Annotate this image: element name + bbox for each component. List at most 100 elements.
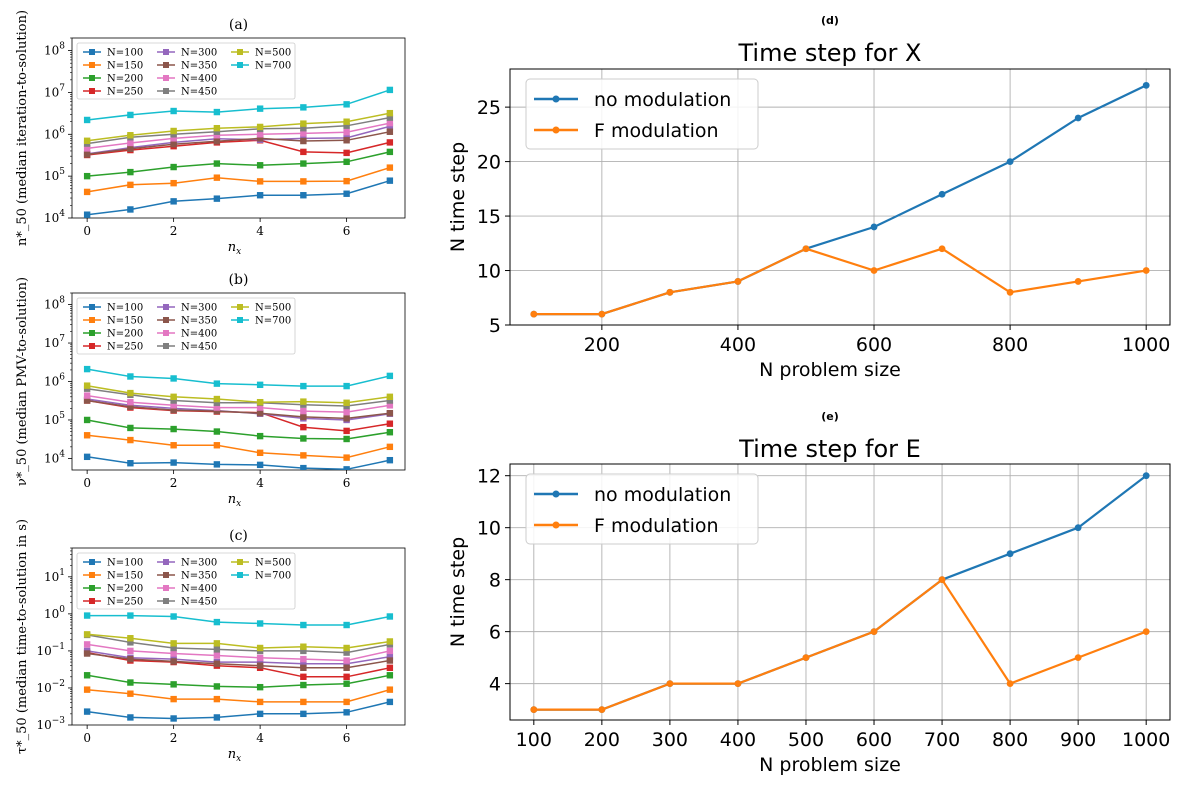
data-point-n400 bbox=[386, 647, 394, 655]
x-tick-label: 2 bbox=[170, 731, 178, 745]
x-tick-label: 600 bbox=[856, 729, 892, 751]
series-line-n150 bbox=[86, 166, 391, 193]
y-axis-label: N time step bbox=[447, 142, 469, 252]
data-point-n100 bbox=[386, 456, 394, 464]
legend-frame bbox=[76, 42, 296, 100]
legend-entry: N=100 bbox=[107, 303, 143, 314]
y-tick-exponent: 7 bbox=[59, 83, 65, 93]
data-point-n500 bbox=[170, 640, 177, 647]
x-tick-label: 4 bbox=[256, 731, 264, 745]
data-point-n700 bbox=[300, 104, 307, 111]
data-point-no-modulation bbox=[1006, 158, 1014, 165]
y-tick-base: 10 bbox=[44, 127, 59, 141]
data-point-n150 bbox=[343, 454, 350, 461]
data-point-n100 bbox=[343, 466, 350, 470]
series-line-n400 bbox=[86, 643, 391, 662]
series-line-n350 bbox=[87, 131, 391, 156]
data-point-n400 bbox=[343, 657, 350, 664]
data-point-n150 bbox=[300, 178, 307, 185]
data-point-n100 bbox=[83, 211, 91, 218]
data-point-n450 bbox=[213, 399, 221, 406]
legend: N=100 N=150 N=200 N=250 N=300 N=350 N=400 N=450… bbox=[76, 297, 296, 355]
data-point-f-modulation bbox=[1142, 628, 1150, 636]
legend-marker bbox=[89, 75, 95, 81]
series-line-n400 bbox=[87, 122, 391, 150]
data-point-n500 bbox=[127, 389, 134, 397]
data-point-n400 bbox=[213, 404, 221, 411]
data-point-n700 bbox=[343, 101, 350, 108]
legend-frame bbox=[76, 552, 296, 610]
y-tick-label: 15 bbox=[477, 206, 501, 228]
data-point-n250 bbox=[386, 139, 394, 146]
data-point-n100 bbox=[300, 464, 307, 470]
data-point-n450 bbox=[300, 647, 307, 655]
data-point-f-modulation bbox=[598, 706, 606, 714]
legend-entry: N=400 bbox=[181, 329, 217, 340]
panel-title: (a) bbox=[229, 17, 248, 33]
data-point-n150 bbox=[300, 452, 307, 459]
x-axis-label: N problem size bbox=[759, 359, 901, 381]
legend-entry: N=700 bbox=[255, 316, 291, 327]
x-tick-label: 900 bbox=[1060, 729, 1096, 751]
data-point-n100 bbox=[343, 709, 350, 716]
data-point-n350 bbox=[170, 406, 177, 414]
data-point-n350 bbox=[213, 407, 221, 415]
y-tick-exponent: 5 bbox=[59, 167, 65, 177]
x-tick-label: 6 bbox=[343, 224, 351, 238]
y-tick-exponent: −1 bbox=[52, 642, 65, 652]
legend-marker bbox=[163, 62, 169, 68]
y-tick-base: 10 bbox=[44, 570, 59, 584]
legend-marker bbox=[237, 304, 243, 310]
data-point-n350 bbox=[213, 138, 221, 145]
series-line-n700 bbox=[87, 89, 391, 121]
data-point-n150 bbox=[386, 686, 394, 693]
series-line-f-modulation bbox=[533, 578, 1147, 711]
y-tick-label: 107 bbox=[44, 334, 65, 350]
data-point-n200 bbox=[83, 672, 91, 679]
series-line-n100 bbox=[86, 456, 391, 470]
data-point-n450 bbox=[127, 639, 134, 646]
series-line-n350 bbox=[87, 652, 391, 669]
data-point-n700 bbox=[213, 380, 221, 387]
data-point-n400 bbox=[127, 647, 134, 655]
series-line-n350 bbox=[86, 399, 390, 420]
legend-entry: F modulation bbox=[594, 515, 719, 537]
data-point-n400 bbox=[127, 139, 134, 147]
data-point-n150 bbox=[300, 698, 307, 706]
data-point-n250 bbox=[300, 148, 307, 156]
data-point-n450 bbox=[300, 124, 307, 132]
x-tick-label: 100 bbox=[516, 729, 552, 751]
data-point-n400 bbox=[256, 404, 264, 411]
data-point-n250 bbox=[300, 423, 307, 431]
y-tick-label: 105 bbox=[44, 411, 65, 427]
data-point-n400 bbox=[386, 119, 394, 127]
data-point-n350 bbox=[343, 137, 350, 144]
data-point-n500 bbox=[213, 124, 221, 132]
y-tick-exponent: 7 bbox=[59, 334, 65, 344]
data-point-n350 bbox=[170, 658, 177, 665]
data-point-n150 bbox=[170, 695, 177, 703]
x-tick-label: 200 bbox=[584, 729, 620, 751]
data-point-n350 bbox=[83, 151, 91, 158]
x-tick-label: 800 bbox=[992, 334, 1028, 356]
data-point-n150 bbox=[213, 695, 221, 703]
series-line-n250 bbox=[86, 651, 391, 678]
data-point-n450 bbox=[213, 646, 221, 653]
y-tick-exponent: 4 bbox=[59, 449, 65, 459]
data-point-n700 bbox=[83, 612, 91, 619]
data-point-n200 bbox=[386, 148, 394, 156]
data-point-n400 bbox=[83, 641, 91, 648]
legend-entry: N=150 bbox=[107, 571, 143, 582]
x-tick-label: 4 bbox=[256, 476, 264, 490]
legend-entry: N=450 bbox=[181, 87, 217, 98]
y-tick-base: 10 bbox=[44, 85, 59, 99]
x-tick-label: 300 bbox=[652, 729, 688, 751]
y-tick-label: 105 bbox=[44, 167, 65, 183]
panel-label: (d) bbox=[821, 14, 839, 27]
data-point-n350 bbox=[170, 140, 177, 148]
y-tick-exponent: 1 bbox=[59, 568, 65, 578]
series-group bbox=[83, 365, 394, 470]
data-point-n700 bbox=[213, 108, 221, 116]
